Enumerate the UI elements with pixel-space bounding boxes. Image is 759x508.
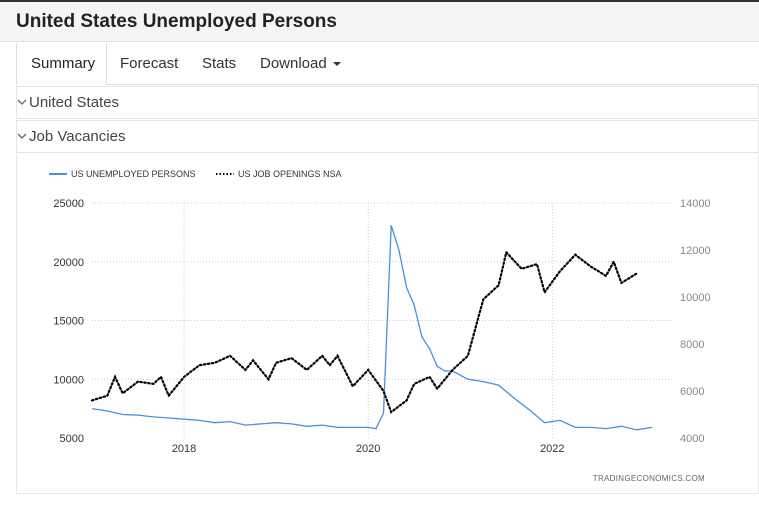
x-tick-label: 2018 (172, 443, 196, 455)
tab-summary[interactable]: Summary (16, 43, 107, 85)
x-tick-label: 2022 (540, 443, 564, 455)
chart-watermark: TRADINGECONOMICS.COM (593, 474, 705, 483)
series-line-unemployed (91, 225, 653, 431)
chart-panel: 5000 10000 15000 20000 25000 4000 6000 8000 1000… (16, 154, 759, 494)
legend-label-unemployed: US UNEMPLOYED PERSONS (71, 169, 196, 179)
y-left-tick-label: 20000 (53, 257, 84, 269)
caret-down-icon (332, 62, 341, 67)
y-right-tick-label: 14000 (680, 198, 711, 210)
legend-label-job-openings: US JOB OPENINGS NSA (238, 169, 342, 179)
y-left-tick-label: 5000 (60, 433, 84, 445)
tab-summary-label: Summary (31, 55, 96, 72)
indicator-select[interactable]: Job Vacancies (16, 120, 759, 153)
chevron-down-icon (17, 99, 27, 105)
window-top-border (0, 0, 759, 2)
chart-svg: 5000 10000 15000 20000 25000 4000 6000 8000 1000… (49, 169, 711, 483)
tab-stats[interactable]: Stats (188, 43, 250, 85)
y-right-tick-label: 6000 (680, 386, 704, 398)
page-header: United States Unemployed Persons (0, 2, 759, 42)
y-left-tick-label: 15000 (53, 316, 84, 328)
page-title: United States Unemployed Persons (16, 11, 337, 32)
y-left-tick-label: 25000 (53, 198, 84, 210)
chevron-down-icon (17, 133, 27, 139)
tab-forecast[interactable]: Forecast (106, 43, 192, 85)
tab-bar: Summary Forecast Stats Download (16, 43, 759, 85)
indicator-select-value: Job Vacancies (29, 128, 126, 145)
y-right-tick-label: 12000 (680, 245, 711, 257)
series-line-job-openings (90, 250, 638, 414)
y-right-tick-label: 8000 (680, 339, 704, 351)
x-tick-label: 2020 (356, 443, 380, 455)
country-select-value: United States (29, 94, 120, 111)
tab-download[interactable]: Download (246, 43, 355, 85)
country-select[interactable]: United States (16, 86, 759, 119)
y-left-tick-label: 10000 (53, 374, 84, 386)
y-right-tick-label: 10000 (680, 292, 711, 304)
tab-forecast-label: Forecast (120, 55, 179, 72)
y-right-tick-label: 4000 (680, 433, 704, 445)
tab-download-label: Download (260, 55, 327, 72)
tab-stats-label: Stats (202, 55, 237, 72)
